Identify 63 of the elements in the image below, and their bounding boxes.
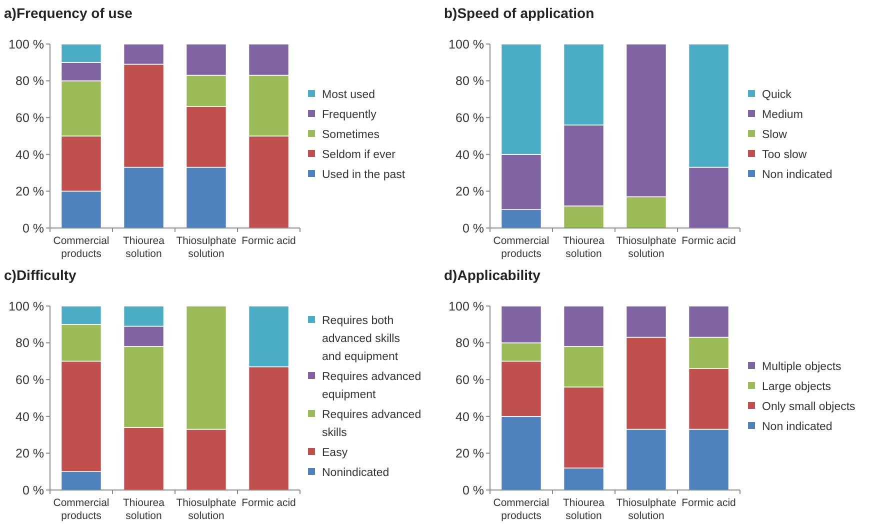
x-tick-label: Commercial products bbox=[53, 497, 110, 522]
y-tick-label: 20 % bbox=[456, 184, 484, 199]
y-tick-label: 40 % bbox=[456, 410, 484, 424]
y-tick-label: 40 % bbox=[16, 410, 44, 424]
legend-label: Used in the past bbox=[322, 169, 406, 181]
chart-title: c)Difficulty bbox=[4, 267, 77, 283]
y-tick-label: 60 % bbox=[16, 110, 44, 125]
y-tick-label: 60 % bbox=[16, 372, 44, 387]
y-tick-label: 80 % bbox=[16, 74, 44, 88]
x-tick-label: Thiourea solution bbox=[123, 497, 165, 522]
x-tick-label: Commercial products bbox=[53, 235, 110, 260]
legend-label: Multiple objects bbox=[762, 361, 842, 373]
legend-label: Most used bbox=[322, 89, 376, 101]
legend-label: Too slow bbox=[762, 149, 808, 161]
legend-label: Seldom if ever bbox=[322, 149, 396, 161]
y-tick-label: 0 % bbox=[22, 221, 44, 236]
y-tick-label: 80 % bbox=[16, 336, 44, 350]
legend-label: Only small objects bbox=[762, 401, 856, 413]
legend-label: Frequently bbox=[322, 109, 377, 121]
x-tick-label: Formic acid bbox=[682, 497, 736, 509]
x-tick-label: Formic acid bbox=[242, 497, 296, 509]
y-tick-label: 80 % bbox=[456, 74, 484, 88]
y-tick-label: 20 % bbox=[16, 184, 44, 199]
legend-label: Non indicated bbox=[762, 421, 832, 433]
chart-title: b)Speed of application bbox=[444, 5, 594, 21]
y-tick-label: 20 % bbox=[456, 446, 484, 461]
legend-label: Slow bbox=[762, 129, 788, 141]
y-tick-label: 0 % bbox=[22, 483, 44, 498]
y-tick-label: 100 % bbox=[448, 299, 484, 314]
x-tick-label: Thiosulphate solution bbox=[176, 235, 236, 260]
legend-label: Requires both advanced skills and equipment bbox=[322, 315, 400, 363]
y-tick-label: 100 % bbox=[448, 37, 484, 52]
y-tick-label: 0 % bbox=[462, 221, 484, 236]
y-tick-label: 100 % bbox=[8, 299, 44, 314]
y-tick-label: 100 % bbox=[8, 37, 44, 52]
x-tick-label: Thiourea solution bbox=[563, 497, 605, 522]
legend-label: Easy bbox=[322, 447, 348, 459]
y-tick-label: 20 % bbox=[16, 446, 44, 461]
y-tick-label: 80 % bbox=[456, 336, 484, 350]
chart-title: a)Frequency of use bbox=[4, 5, 133, 21]
legend-label: Large objects bbox=[762, 381, 832, 393]
y-tick-label: 40 % bbox=[456, 148, 484, 162]
y-tick-label: 40 % bbox=[16, 148, 44, 162]
x-tick-label: Commercial products bbox=[493, 235, 550, 260]
y-tick-label: 60 % bbox=[456, 110, 484, 125]
y-tick-label: 60 % bbox=[456, 372, 484, 387]
y-tick-label: 0 % bbox=[462, 483, 484, 498]
x-tick-label: Thiosulphate solution bbox=[616, 497, 676, 522]
legend-label: Quick bbox=[762, 89, 792, 101]
x-tick-label: Commercial products bbox=[493, 497, 550, 522]
x-tick-label: Thiosulphate solution bbox=[176, 497, 236, 522]
legend-label: Nonindicated bbox=[322, 467, 390, 479]
x-tick-label: Thiourea solution bbox=[563, 235, 605, 260]
legend-label: Non indicated bbox=[762, 169, 832, 181]
legend-label: Sometimes bbox=[322, 129, 380, 141]
legend-label: Medium bbox=[762, 109, 803, 121]
x-tick-label: Thiourea solution bbox=[123, 235, 165, 260]
legend-label: Requires advanced equipment bbox=[322, 371, 422, 401]
x-tick-label: Thiosulphate solution bbox=[616, 235, 676, 260]
x-tick-label: Formic acid bbox=[242, 235, 296, 247]
legend-label: Requires advanced skills bbox=[322, 409, 422, 439]
chart-title: d)Applicability bbox=[444, 267, 541, 283]
x-tick-label: Formic acid bbox=[682, 235, 736, 247]
